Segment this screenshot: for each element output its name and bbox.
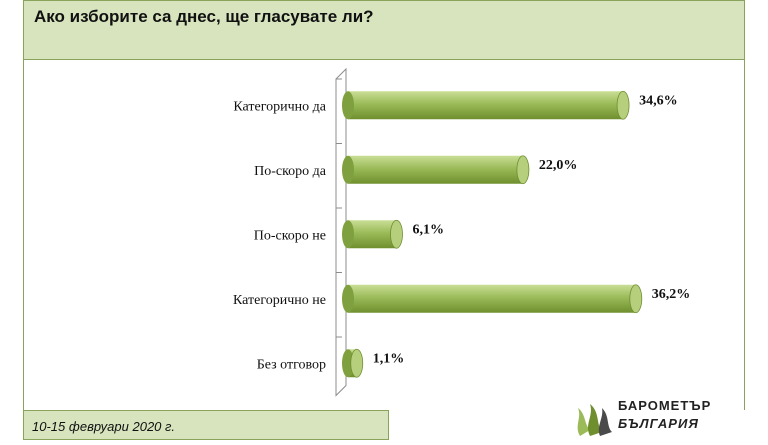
chart-marks: Категорично да 34,6% По-скоро да 22,0% По-ск… (233, 90, 691, 378)
footer-bar: 10-15 февруари 2020 г. (23, 410, 389, 440)
value-label: 1,1% (373, 351, 405, 366)
bar-end-cap (629, 284, 643, 314)
bar-start-cap (342, 220, 354, 249)
bar-start-cap (342, 284, 354, 313)
axis-wall (335, 67, 347, 397)
bar-end-cap (390, 219, 403, 249)
bar-start-cap (342, 155, 354, 184)
bar-start-cap (342, 91, 354, 120)
value-label: 6,1% (412, 222, 444, 237)
barometer-bulgaria-logo: БАРОМЕТЪР БЪЛГАРИЯ (572, 396, 762, 440)
category-label: Категорично не (233, 293, 326, 308)
chart-axis (335, 67, 347, 397)
category-label: По-скоро не (254, 228, 326, 243)
bar (348, 220, 397, 249)
bar (348, 155, 523, 184)
value-label: 36,2% (652, 287, 691, 302)
bar (348, 284, 636, 313)
bar (348, 91, 624, 120)
bar-end-cap (350, 348, 364, 378)
value-label: 34,6% (639, 93, 678, 108)
bar-end-cap (616, 90, 630, 120)
bar-start-cap (342, 349, 354, 378)
page-title: Ако изборите са днес, ще гласувате ли? (34, 7, 374, 26)
logo-text-top: БАРОМЕТЪР (618, 398, 712, 413)
bar-end-cap (516, 155, 530, 185)
logo-figures-icon (577, 404, 612, 436)
logo-text-bottom: БЪЛГАРИЯ (618, 416, 699, 431)
frame-left-border (23, 60, 24, 410)
category-label: По-скоро да (254, 164, 327, 179)
category-label: Без отговор (257, 357, 326, 372)
category-label: Категорично да (233, 99, 326, 114)
title-bar: Ако изборите са днес, ще гласувате ли? (23, 0, 745, 60)
frame-right-border (744, 60, 745, 410)
survey-date: 10-15 февруари 2020 г. (32, 419, 176, 434)
value-label: 22,0% (539, 158, 578, 173)
